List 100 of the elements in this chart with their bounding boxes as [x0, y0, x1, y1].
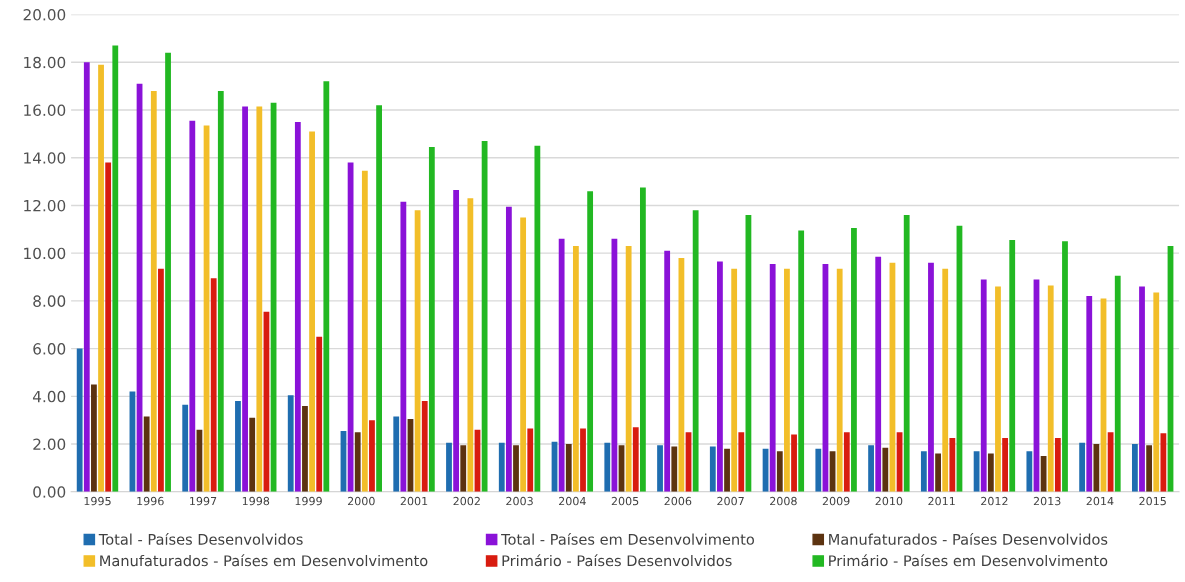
y-tick-label: 8.00 [33, 295, 66, 307]
bar [158, 268, 164, 492]
bar [1153, 292, 1160, 492]
x-tick-label: 1996 [137, 496, 164, 506]
bar [565, 444, 572, 492]
bar [657, 445, 663, 492]
bar [453, 189, 460, 492]
y-tick-label: 10.00 [24, 247, 66, 260]
x-tick-label: 2005 [611, 496, 639, 506]
bar [1062, 241, 1068, 492]
x-tick-label: 2007 [717, 496, 744, 506]
bar [354, 432, 361, 492]
bar [112, 45, 119, 492]
bar [1114, 275, 1121, 492]
bar [369, 420, 375, 492]
bar [995, 286, 1001, 492]
bar [91, 384, 97, 492]
bar [467, 198, 474, 492]
bar [294, 121, 301, 492]
bar [1079, 442, 1086, 492]
bar [882, 447, 889, 492]
bar [323, 81, 330, 492]
bar [920, 451, 927, 492]
bar [580, 428, 586, 492]
bar [98, 64, 104, 492]
y-tick-label: 16.00 [24, 104, 66, 117]
bar [1002, 438, 1008, 492]
bar [604, 442, 611, 492]
y-tick-label: 6.00 [33, 343, 66, 355]
x-tick-label: 1999 [295, 496, 322, 506]
x-tick-label: 1997 [190, 496, 217, 506]
bar [316, 336, 323, 492]
x-tick-label: 2002 [453, 496, 480, 506]
legend-label: Total - Países Desenvolvidos [98, 532, 303, 545]
legend-label: Total - Países em Desenvolvimento [501, 532, 755, 545]
bar [1146, 445, 1153, 492]
bar [987, 453, 994, 492]
x-tick-label: 2013 [1033, 496, 1061, 506]
bar [1093, 444, 1100, 492]
legend-label: Primário - Países Desenvolvidos [502, 554, 732, 567]
bar [868, 445, 874, 492]
bar [347, 162, 354, 492]
x-tick-label: 2011 [928, 496, 955, 506]
bar [692, 210, 699, 492]
bar [1047, 285, 1054, 492]
bar [738, 432, 745, 492]
bar [1026, 451, 1033, 492]
bar [724, 448, 730, 492]
bar [210, 278, 217, 492]
bar [836, 268, 843, 492]
y-tick-label: 20.00 [23, 9, 66, 21]
bar [980, 279, 987, 492]
bar [935, 453, 941, 492]
bar [664, 250, 671, 492]
y-tick-label: 4.00 [32, 390, 66, 403]
bar [165, 52, 171, 492]
legend-label: Manufaturados - Países Desenvolvidos [829, 532, 1108, 545]
bar [843, 432, 850, 492]
x-tick-label: 2014 [1086, 496, 1114, 506]
bar [942, 268, 949, 492]
bar [1009, 240, 1016, 492]
bar [302, 405, 308, 492]
bar [1160, 433, 1167, 492]
bar [76, 348, 83, 492]
bar [249, 417, 256, 492]
bar [815, 448, 822, 492]
bar [376, 105, 382, 492]
bar [150, 90, 157, 492]
bar [731, 268, 738, 492]
bar [460, 445, 467, 492]
bar [1131, 444, 1138, 492]
bar [558, 238, 565, 492]
bar [513, 445, 519, 492]
bar [639, 187, 646, 492]
bar [851, 228, 857, 492]
legend-label: Primário - Países em Desenvolvimento [829, 554, 1108, 567]
bar [572, 246, 579, 492]
bar [798, 230, 805, 492]
bar [769, 263, 776, 492]
bar [446, 442, 452, 492]
x-tick-label: 2003 [506, 496, 533, 506]
bar [393, 416, 400, 492]
bar [776, 451, 783, 492]
x-tick-label: 2010 [875, 496, 903, 506]
x-tick-label: 2008 [770, 496, 797, 506]
bar [527, 428, 534, 492]
bar [949, 438, 956, 492]
y-tick-label: 0.00 [33, 486, 66, 498]
bar [632, 427, 639, 492]
legend-label: Manufaturados - Países em Desenvolvimento [100, 554, 428, 567]
x-tick-label: 2001 [400, 496, 428, 506]
y-tick-label: 14.00 [24, 152, 66, 164]
x-tick-label: 2006 [664, 496, 692, 506]
bar [717, 261, 723, 492]
bar [520, 217, 527, 492]
bar [143, 416, 150, 492]
x-tick-label: 2004 [559, 496, 586, 506]
bar [217, 90, 224, 492]
bar [105, 162, 112, 492]
bar [791, 434, 797, 492]
